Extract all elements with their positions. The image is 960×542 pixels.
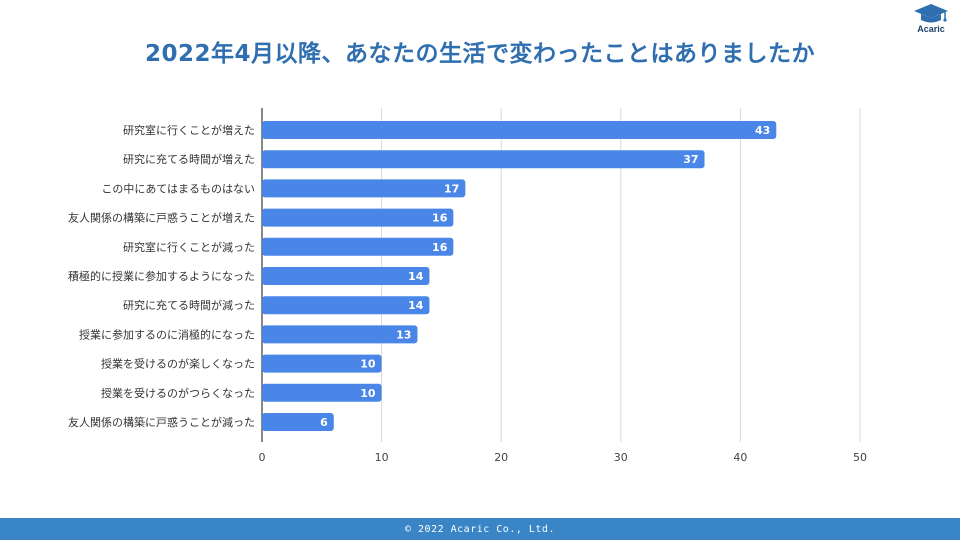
- category-label: 研究室に行くことが減った: [123, 240, 255, 254]
- data-label: 16: [432, 241, 448, 254]
- data-label: 6: [320, 416, 328, 429]
- category-label: 友人関係の構築に戸惑うことが減った: [68, 415, 255, 429]
- data-label: 16: [432, 212, 448, 225]
- logo-text: Acaric: [917, 24, 945, 34]
- x-tick-label: 40: [733, 451, 747, 464]
- bar-chart: 43 研究室に行くことが増えた 37 研究に充てる時間が増えた 17 この中にあてはまるも…: [68, 108, 867, 464]
- x-tick-label: 10: [375, 451, 389, 464]
- x-tick-label: 50: [853, 451, 867, 464]
- category-label: 研究室に行くことが増えた: [123, 123, 255, 137]
- x-tick-label: 0: [259, 451, 266, 464]
- bar: [262, 121, 777, 139]
- bar: [262, 150, 705, 169]
- bar: [262, 383, 382, 402]
- logo: Acaric: [908, 2, 954, 42]
- data-label: 10: [360, 387, 376, 400]
- category-label: 授業を受けるのがつらくなった: [101, 386, 255, 400]
- data-label: 14: [408, 299, 424, 312]
- bar: [262, 325, 418, 344]
- data-label: 14: [408, 270, 424, 283]
- category-label: 研究に充てる時間が減った: [123, 298, 255, 312]
- page-title: 2022年4月以降、あなたの生活で変わったことはありましたか: [144, 41, 816, 67]
- bar: [262, 413, 334, 431]
- category-label: 授業に参加するのに消極的になった: [79, 327, 255, 341]
- data-label: 10: [360, 358, 376, 371]
- bar: [262, 296, 430, 315]
- bar: [262, 179, 466, 198]
- category-label: 研究に充てる時間が増えた: [123, 152, 255, 166]
- x-tick-label: 20: [494, 451, 508, 464]
- data-label: 17: [444, 182, 459, 195]
- footer: © 2022 Acaric Co., Ltd.: [0, 518, 960, 540]
- bar: [262, 208, 454, 227]
- category-label: この中にあてはまるものはない: [101, 182, 255, 195]
- bar: [262, 354, 382, 373]
- x-tick-label: 30: [614, 451, 628, 464]
- graduation-cap-icon: [914, 4, 948, 23]
- data-label: 37: [683, 153, 698, 166]
- bar: [262, 267, 430, 285]
- bar: [262, 237, 454, 256]
- category-label: 授業を受けるのが楽しくなった: [101, 357, 255, 371]
- category-label: 積極的に授業に参加するようになった: [68, 269, 255, 283]
- data-label: 43: [755, 124, 770, 137]
- data-label: 13: [396, 328, 411, 341]
- copyright-text: © 2022 Acaric Co., Ltd.: [405, 524, 555, 535]
- category-label: 友人関係の構築に戸惑うことが増えた: [68, 211, 255, 225]
